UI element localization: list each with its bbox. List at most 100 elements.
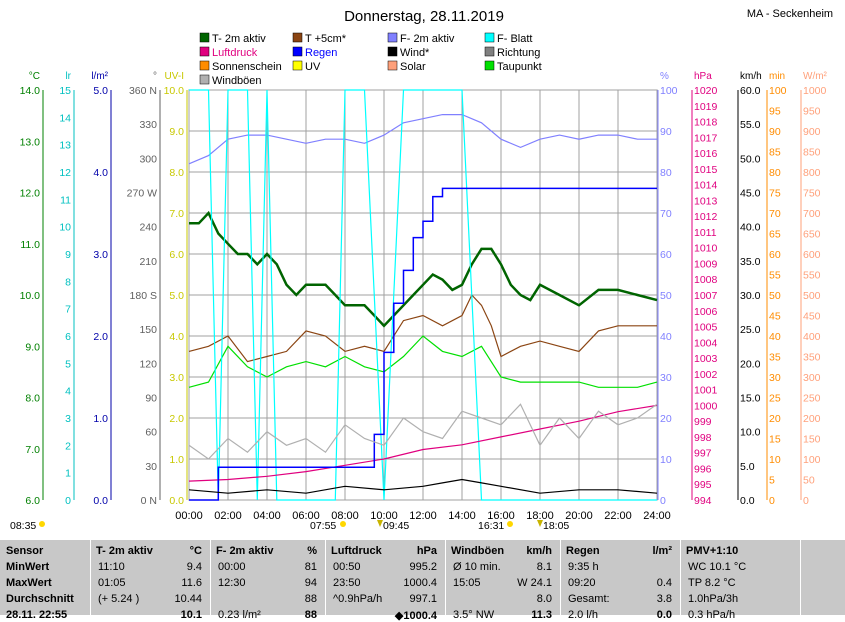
stats-cell: 12:30 <box>218 577 246 589</box>
axis-tick: 10 <box>660 454 672 466</box>
legend-label: Taupunkt <box>497 61 542 73</box>
triangle-marker-icon <box>537 520 543 527</box>
axis-tick: 90 <box>769 126 781 138</box>
legend-swatch <box>292 46 303 57</box>
stats-cell: 00:50 <box>333 561 361 573</box>
axis-tick: 50 <box>803 475 815 487</box>
axis-tick: 0 <box>803 495 809 507</box>
axis-tick: 1002 <box>694 369 718 381</box>
chart-series <box>188 89 658 501</box>
axis-tick: 1000 <box>694 400 718 412</box>
axis-tick: 800 <box>803 167 821 179</box>
axis-tick: 15 <box>769 434 781 446</box>
axis-unit: lr <box>65 71 71 82</box>
axis-tick: 55.0 <box>740 119 761 131</box>
axis-unit: % <box>660 71 669 82</box>
axis-tick: 2.0 <box>169 413 184 425</box>
stats-cell: 0.3 hPa/h <box>688 609 736 621</box>
x-tick: 20:00 <box>565 510 593 522</box>
axis-tick: 65 <box>769 229 781 241</box>
axis-tick: 1.0 <box>169 454 184 466</box>
axis-tick: 14 <box>59 112 71 124</box>
axis-tick: 20 <box>769 413 781 425</box>
axis-tick: 150 <box>803 434 821 446</box>
axis-tick: 45.0 <box>740 188 761 200</box>
stats-unit: % <box>307 545 317 557</box>
stats-panel: Sensor MinWert MaxWert Durchschnitt 28.11. 2… <box>0 540 845 622</box>
axis-tick: 360 N <box>129 85 157 97</box>
axis-tick: 999 <box>694 416 712 428</box>
axis-tick: 997 <box>694 448 712 460</box>
axis-tick: 995 <box>694 479 712 491</box>
stats-header: Sensor <box>6 545 44 557</box>
axis-tick: 550 <box>803 270 821 282</box>
axis-tick: 5.0 <box>93 85 108 97</box>
legend-swatch <box>199 74 210 85</box>
axis-tick: 9.0 <box>169 126 184 138</box>
stats-value: 8.1 <box>536 561 552 573</box>
legend-label: Solar <box>400 61 426 73</box>
stats-cell: TP 8.2 °C <box>688 577 736 589</box>
axis-tick: 850 <box>803 147 821 159</box>
axis-tick: 6.0 <box>169 249 184 261</box>
axis-tick: 11 <box>60 194 71 206</box>
axis-tick: 8.0 <box>25 393 40 405</box>
stats-value: 88 <box>304 609 317 621</box>
axis-tick: 95 <box>769 106 781 118</box>
legend-label: F- Blatt <box>497 33 532 45</box>
axis-tick: 200 <box>803 413 821 425</box>
weather-chart: Donnerstag, 28.11.2019 MA - Seckenheim T… <box>10 8 833 532</box>
axis-tick: 350 <box>803 352 821 364</box>
stats-cell: ^0.9hPa/h <box>333 593 383 605</box>
stats-row-label: 28.11. 22:55 <box>6 609 68 621</box>
axis-tick: 9.0 <box>25 341 40 353</box>
stats-value: 11.6 <box>181 577 202 589</box>
axis-tick: 40 <box>660 331 672 343</box>
axis-tick: 1000 <box>803 85 827 97</box>
stats-cell: 3.5° NW <box>453 609 495 621</box>
axis-tick: 1017 <box>694 132 718 144</box>
axis-tick: 12.0 <box>20 188 41 200</box>
axis-tick: 100 <box>660 85 678 97</box>
rain-start-label: 07:55 <box>310 520 336 532</box>
chart-axes: °C14.013.012.011.010.09.08.07.06.0lr1514… <box>20 71 828 507</box>
station-label: MA - Seckenheim <box>747 8 833 20</box>
stats-value: 1000.4 <box>403 577 437 589</box>
legend-swatch <box>199 32 210 43</box>
axis-unit: °C <box>29 71 40 82</box>
axis-tick: 1 <box>65 468 71 480</box>
axis-tick: 7.0 <box>169 208 184 220</box>
axis-tick: 30 <box>145 461 157 473</box>
series-line <box>188 478 658 494</box>
axis-tick: 240 <box>139 222 157 234</box>
axis-tick: 60.0 <box>740 85 761 97</box>
axis-tick: 50 <box>660 290 672 302</box>
axis-tick: 6.0 <box>25 495 40 507</box>
axis-tick: 2 <box>65 440 71 452</box>
axis-tick: 0 <box>65 495 71 507</box>
axis-tick: 100 <box>769 85 787 97</box>
axis-tick: 150 <box>139 324 157 336</box>
stats-cell: Gesamt: <box>568 593 610 605</box>
axis-tick: 35.0 <box>740 256 761 268</box>
legend-swatch <box>292 32 303 43</box>
stats-value: 997.1 <box>409 593 437 605</box>
stats-cell: Ø 10 min. <box>453 561 501 573</box>
axis-tick: 1015 <box>694 164 718 176</box>
sun-rain-annotations: 08:35 07:55 09:45 16:31 18:05 <box>10 520 569 532</box>
axis-tick: 120 <box>139 358 157 370</box>
axis-tick: 998 <box>694 432 712 444</box>
stats-value: 81 <box>304 561 317 573</box>
axis-tick: 80 <box>769 167 781 179</box>
stats-cell: 01:05 <box>98 577 126 589</box>
axis-tick: 20 <box>660 413 672 425</box>
x-tick: 12:00 <box>409 510 437 522</box>
stats-header: Luftdruck <box>331 545 382 557</box>
axis-tick: 4.0 <box>169 331 184 343</box>
axis-unit: W/m² <box>803 71 828 82</box>
stats-value: 10.44 <box>174 593 202 605</box>
stats-header: Windböen <box>451 545 505 557</box>
legend-swatch <box>387 60 398 71</box>
axis-tick: 10.0 <box>740 427 761 439</box>
chart-title: Donnerstag, 28.11.2019 <box>344 8 504 25</box>
